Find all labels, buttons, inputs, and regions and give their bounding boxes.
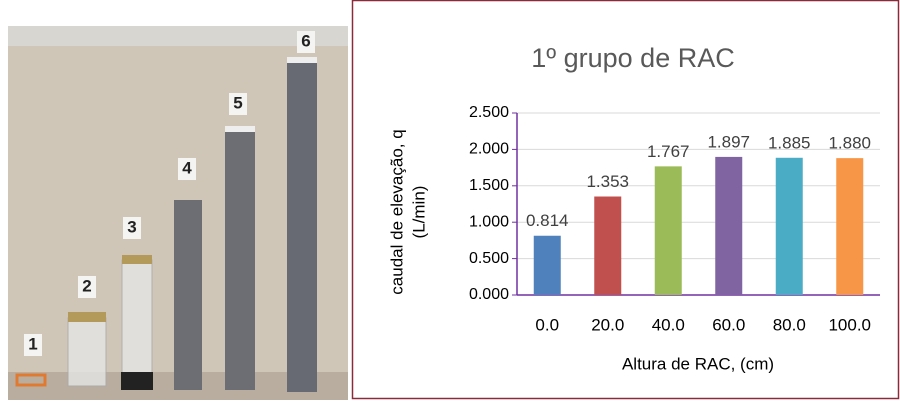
photo-label: 5 <box>233 93 242 112</box>
y-tick-label: 1.000 <box>469 213 509 230</box>
pipe-5 <box>225 130 255 390</box>
photo-label: 2 <box>82 276 91 295</box>
bar <box>836 158 863 295</box>
page: 1 2 3 4 5 6 1º grupo de RAC caudal de elevaçã… <box>0 0 900 403</box>
pipe-3 <box>122 260 152 380</box>
y-tick-label: 1.500 <box>469 177 509 194</box>
pipe-6 <box>287 60 317 392</box>
y-tick-label: 0.500 <box>469 250 509 267</box>
photo: 1 2 3 4 5 6 <box>8 26 348 400</box>
pipe-2 <box>68 318 106 386</box>
data-label: 1.885 <box>768 133 811 152</box>
x-axis-label: Altura de RAC, (cm) <box>622 354 774 373</box>
base-3 <box>121 372 153 390</box>
y-axis-label: caudal de elevação, q <box>387 129 406 294</box>
y-tick-label: 0.000 <box>469 286 509 303</box>
x-tick-label: 60.0 <box>712 315 745 334</box>
data-label: 1.880 <box>828 134 871 153</box>
x-tick-label: 20.0 <box>591 315 624 334</box>
bar <box>594 197 621 295</box>
cap-2 <box>68 312 106 322</box>
data-label: 1.353 <box>586 172 629 191</box>
data-label: 1.767 <box>647 142 690 161</box>
y-axis-label: (L/min) <box>409 186 428 239</box>
photo-label: 4 <box>182 158 192 177</box>
x-tick-label: 80.0 <box>773 315 806 334</box>
cap-6 <box>287 57 317 63</box>
bar <box>534 236 561 295</box>
y-tick-label: 2.500 <box>469 104 509 121</box>
x-tick-label: 40.0 <box>652 315 685 334</box>
pipe-4 <box>174 200 202 390</box>
bar <box>776 158 803 295</box>
y-tick-label: 2.000 <box>469 141 509 158</box>
photo-label: 6 <box>301 31 310 50</box>
cap-3 <box>122 255 152 264</box>
photo-label: 1 <box>28 334 37 353</box>
data-label: 0.814 <box>526 211 569 230</box>
photo-label: 3 <box>127 217 136 236</box>
chart-title: 1º grupo de RAC <box>531 43 734 73</box>
bar <box>715 157 742 295</box>
cap-5 <box>225 126 255 132</box>
data-label: 1.897 <box>707 132 750 151</box>
x-tick-label: 100.0 <box>828 315 871 334</box>
x-tick-label: 0.0 <box>535 315 559 334</box>
bar <box>655 166 682 295</box>
